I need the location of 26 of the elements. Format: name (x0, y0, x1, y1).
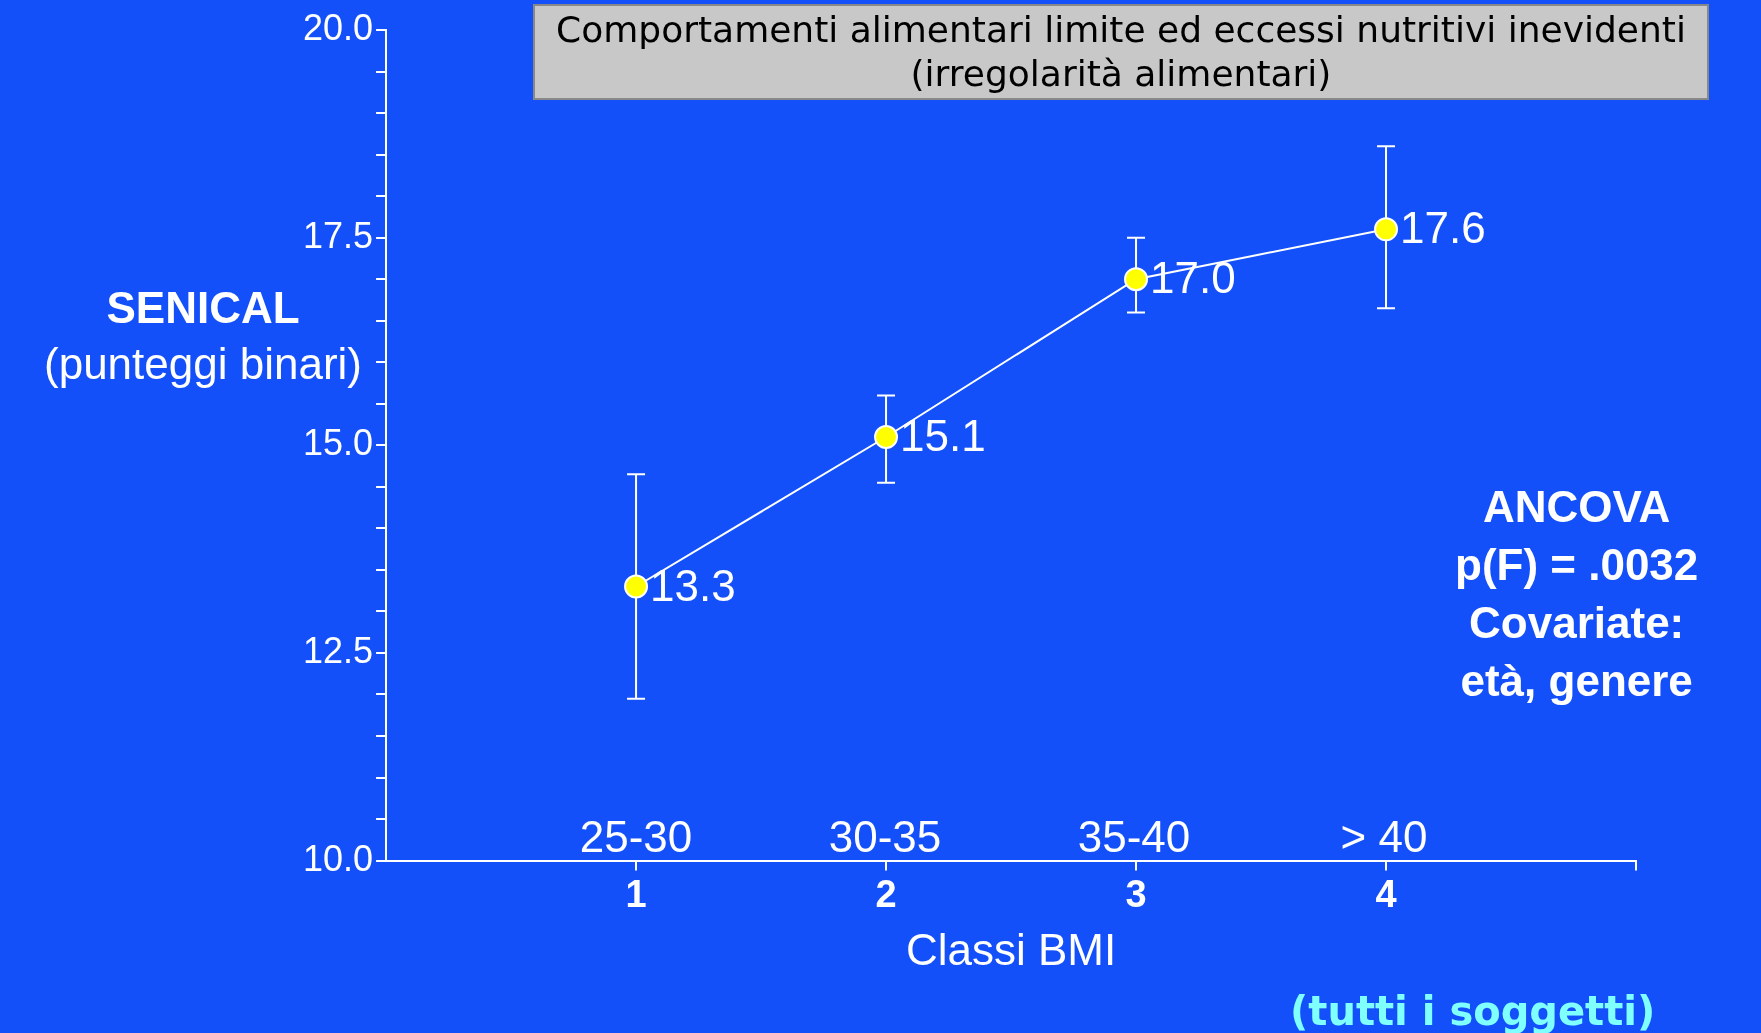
annotation: 35-40 (1076, 812, 1192, 862)
y-axis-title: SENICAL (punteggi binari) (43, 282, 363, 390)
chart-title: Comportamenti alimentari limite ed eccessi nutritivi inevidenti (irregolarità alimentari) (533, 4, 1709, 100)
y-tick-label: 15.0 (302, 422, 374, 464)
annotation: > 40 (1339, 812, 1429, 862)
annotation: 25-30 (578, 812, 694, 862)
x-axis-title: Classi BMI (905, 924, 1117, 974)
point (874, 424, 899, 449)
x-tick-label: 2 (875, 872, 897, 915)
x-tick-label: 4 (1375, 872, 1397, 915)
data-label: 15.1 (900, 411, 986, 461)
y-tick-label: 17.5 (302, 214, 374, 256)
data-label: 17.0 (1150, 253, 1236, 303)
point (624, 574, 649, 599)
data-label: 13.3 (650, 560, 736, 610)
annotation: ANCOVA p(F) = .0032 Covariate: età, genere (1455, 481, 1699, 707)
point (1374, 217, 1399, 242)
x-tick-label: 1 (625, 872, 647, 915)
point (1124, 267, 1149, 292)
annotation: 30-35 (827, 812, 943, 862)
y-tick-label: 10.0 (302, 837, 374, 879)
y-tick-label: 12.5 (302, 629, 374, 671)
y-tick-label: 20.0 (302, 6, 374, 48)
data-label: 17.6 (1400, 203, 1486, 253)
text: (tutti i soggetti) (1290, 988, 1656, 1033)
x-tick-label: 3 (1125, 872, 1147, 915)
